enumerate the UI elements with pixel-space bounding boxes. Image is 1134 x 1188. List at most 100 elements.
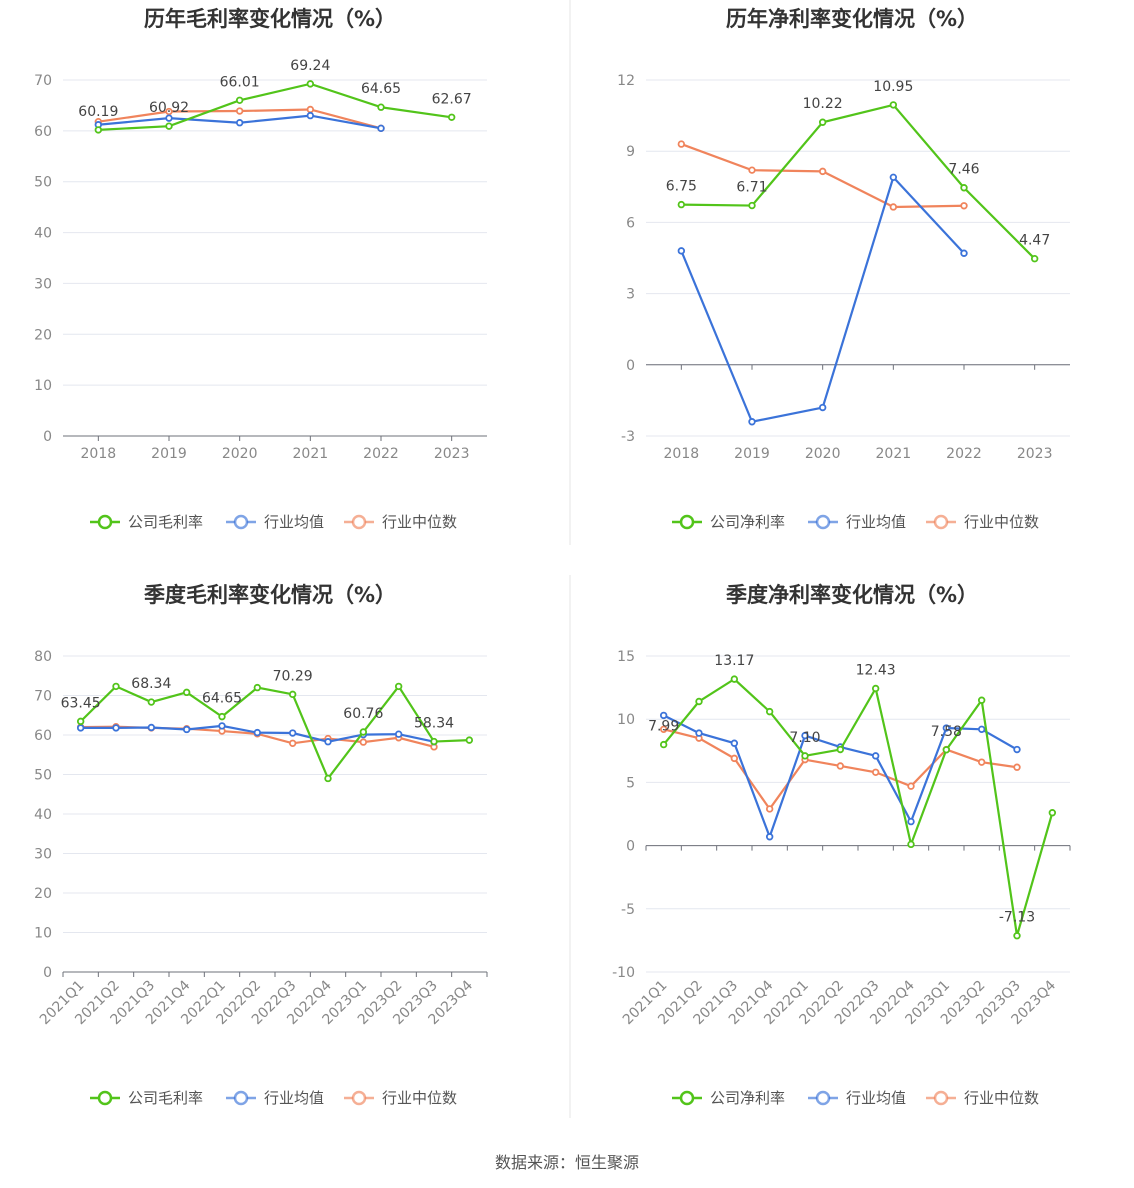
data-point-avg	[730, 739, 739, 747]
legend-label: 公司净利率	[710, 1089, 785, 1107]
legend-item-median[interactable]: 行业中位数	[344, 1089, 457, 1107]
data-point-median	[889, 203, 898, 211]
legend-label: 行业均值	[846, 513, 906, 531]
data-point-avg	[324, 738, 332, 746]
y-tick-label: 0	[43, 965, 52, 981]
data-label: 13.17	[714, 653, 754, 669]
y-tick-label: 0	[626, 839, 635, 855]
data-point-company	[889, 101, 898, 109]
y-tick-label: 60	[34, 728, 52, 744]
y-tick-label: 5	[626, 775, 635, 791]
data-point-avg	[147, 723, 156, 732]
data-point-avg	[218, 722, 226, 730]
data-point-company	[748, 201, 756, 210]
data-label: 63.45	[61, 695, 101, 711]
y-tick-label: -10	[612, 965, 635, 981]
x-tick-label: 2020	[805, 446, 841, 462]
x-tick-label: 2022	[363, 446, 399, 462]
data-label: 10.22	[803, 96, 843, 112]
y-tick-label: 20	[34, 886, 52, 902]
legend-label: 公司毛利率	[128, 513, 203, 531]
chart-title: 历年净利率变化情况（%）	[726, 7, 978, 31]
data-label: 6.71	[736, 180, 767, 196]
data-point-avg	[765, 833, 774, 841]
series-line-company	[662, 677, 1054, 937]
data-point-median	[907, 782, 915, 790]
data-point-median	[359, 738, 368, 746]
data-label: 4.47	[1019, 233, 1050, 249]
data-point-median	[306, 105, 315, 114]
legend-item-median[interactable]: 行业中位数	[344, 513, 457, 531]
legend-marker-icon	[233, 514, 249, 530]
chart-title: 季度净利率变化情况（%）	[726, 583, 978, 607]
legend-item-company[interactable]: 公司毛利率	[90, 513, 203, 531]
y-tick-label: 9	[626, 144, 635, 160]
data-point-company	[359, 728, 368, 736]
y-tick-label: 50	[34, 175, 52, 191]
y-tick-label: 0	[43, 429, 52, 445]
data-point-company	[960, 184, 968, 192]
legend-label: 行业中位数	[964, 513, 1039, 531]
data-point-company	[1030, 255, 1039, 263]
legend-marker-icon	[933, 1090, 949, 1106]
data-point-median	[871, 768, 880, 776]
data-point-company	[235, 96, 244, 104]
data-point-company	[942, 746, 951, 754]
y-tick-label: 0	[626, 358, 635, 374]
data-point-avg	[394, 730, 403, 738]
series-line-company	[79, 684, 470, 781]
data-point-company	[377, 103, 385, 111]
data-point-company	[253, 683, 262, 692]
y-tick-label: 40	[34, 807, 52, 823]
data-point-avg	[889, 173, 898, 182]
x-tick-label: 2023	[1017, 446, 1053, 462]
legend-marker-icon	[233, 1090, 249, 1106]
data-point-median	[1013, 763, 1021, 771]
data-label: 60.92	[149, 100, 189, 116]
legend-item-median[interactable]: 行业中位数	[926, 1089, 1039, 1107]
y-tick-label: -3	[621, 429, 635, 445]
chart-panel-2: 历年净利率变化情况（%） -3 0 3 6 9 12 2018 2019 2020 2021 2022…	[617, 7, 1070, 531]
y-tick-label: 30	[34, 847, 52, 863]
series-line-company	[98, 82, 452, 131]
data-point-median	[765, 805, 774, 813]
x-tick-label: 2023	[434, 446, 470, 462]
data-point-median	[677, 140, 686, 148]
data-point-company	[324, 774, 332, 783]
data-point-avg	[1013, 745, 1021, 754]
legend-item-avg[interactable]: 行业均值	[226, 513, 324, 531]
data-point-company	[465, 736, 474, 744]
legend-marker-icon	[351, 1090, 367, 1106]
x-tick-label: 2021	[293, 446, 329, 462]
series-line-avg	[680, 175, 965, 424]
data-point-avg	[801, 731, 809, 740]
x-tick-label: 2019	[734, 446, 770, 462]
chart-title: 季度毛利率变化情况（%）	[144, 583, 396, 607]
data-point-company	[165, 122, 173, 130]
data-point-company	[76, 717, 85, 726]
legend-item-median[interactable]: 行业中位数	[926, 513, 1039, 531]
y-tick-label: 20	[34, 327, 52, 343]
legend-item-company[interactable]: 公司净利率	[672, 1089, 785, 1107]
data-point-company	[765, 707, 774, 716]
legend-item-avg[interactable]: 行业均值	[808, 1089, 906, 1107]
legend-item-company[interactable]: 公司净利率	[672, 513, 785, 531]
data-point-avg	[818, 403, 827, 412]
legend-item-avg[interactable]: 行业均值	[808, 513, 906, 531]
data-label: 7.99	[648, 719, 679, 735]
series-line-avg	[663, 714, 1018, 840]
chart-title: 历年毛利率变化情况（%）	[144, 7, 396, 31]
data-point-company	[147, 698, 156, 706]
data-point-company	[288, 690, 297, 699]
x-tick-label: 2018	[664, 446, 700, 462]
data-point-avg	[377, 124, 385, 133]
data-point-avg	[253, 728, 262, 737]
data-point-company	[112, 682, 120, 691]
data-point-avg	[907, 817, 915, 826]
legend-item-avg[interactable]: 行业均值	[226, 1089, 324, 1107]
data-point-company	[730, 675, 739, 683]
data-label: 7.46	[948, 162, 979, 178]
data-label: 6.75	[666, 179, 697, 195]
series-line-median	[680, 143, 965, 209]
legend-item-company[interactable]: 公司毛利率	[90, 1089, 203, 1107]
